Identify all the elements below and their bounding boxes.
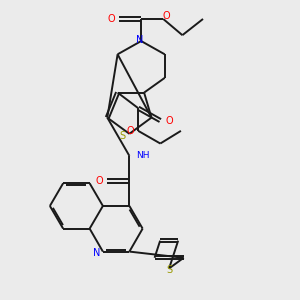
- Text: S: S: [166, 266, 172, 275]
- Text: NH: NH: [136, 152, 149, 160]
- Text: N: N: [93, 248, 100, 258]
- Text: O: O: [165, 116, 173, 126]
- Text: O: O: [163, 11, 171, 21]
- Text: O: O: [95, 176, 103, 186]
- Text: O: O: [107, 14, 115, 24]
- Text: O: O: [126, 126, 134, 136]
- Text: S: S: [120, 131, 126, 141]
- Text: N: N: [136, 35, 143, 46]
